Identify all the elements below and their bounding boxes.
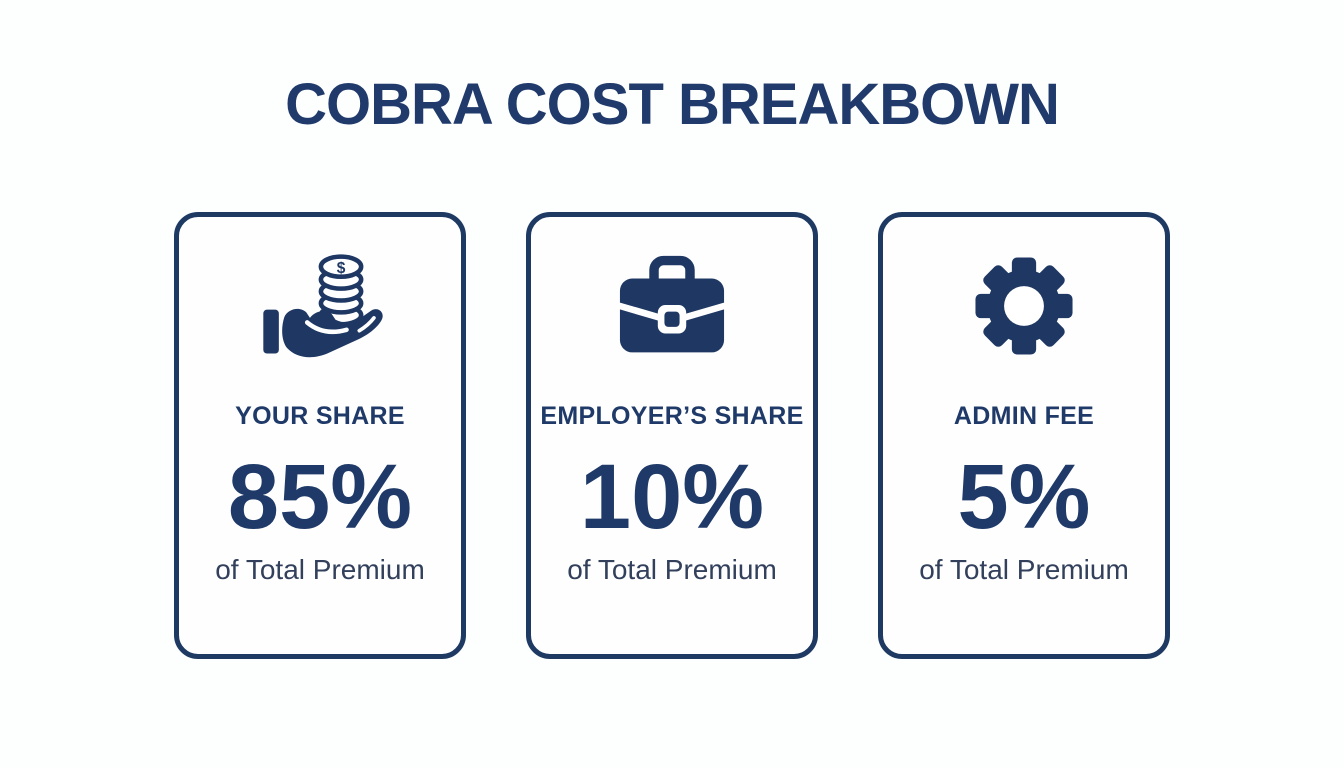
card-label: YOUR SHARE <box>235 402 405 430</box>
gear-icon <box>972 251 1076 361</box>
card-label: EMPLOYER’S SHARE <box>540 402 804 430</box>
open-hand <box>263 308 383 358</box>
svg-text:$: $ <box>337 260 346 277</box>
briefcase-icon <box>615 251 729 361</box>
coin-stack: $ <box>318 254 364 327</box>
hand-coins-icon-svg: $ <box>263 254 383 358</box>
card-your-share: $ YOUR SHARE 85% of Total Premium <box>174 212 466 659</box>
briefcase-icon-svg <box>616 255 728 353</box>
card-sublabel: of Total Premium <box>215 554 425 585</box>
cards-row: $ YOUR SHARE 85% of Total Premium <box>174 212 1170 659</box>
card-admin-fee: ADMIN FEE 5% of Total Premium <box>878 212 1170 659</box>
card-sublabel: of Total Premium <box>919 554 1129 585</box>
card-employers-share: EMPLOYER’S SHARE 10% of Total Premium <box>526 212 818 659</box>
page-title: COBRA COST BREAKBOWN <box>285 72 1060 137</box>
card-sublabel: of Total Premium <box>567 554 777 585</box>
card-value: 10% <box>579 446 765 548</box>
card-value: 85% <box>227 446 413 548</box>
card-value: 5% <box>957 446 1091 548</box>
hand-coins-icon: $ <box>256 251 384 361</box>
card-label: ADMIN FEE <box>953 402 1095 430</box>
gear-icon-svg <box>975 257 1073 355</box>
